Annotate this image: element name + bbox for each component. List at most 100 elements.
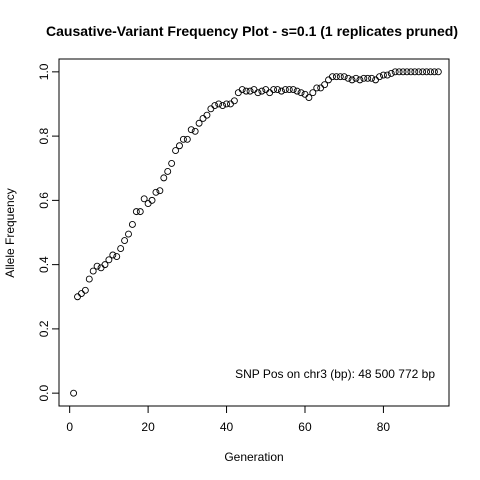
data-point [336, 73, 344, 81]
data-point [325, 76, 332, 84]
data-point [332, 73, 340, 81]
data-point [289, 86, 297, 93]
y-tick-label: 0.8 [37, 127, 51, 144]
data-point [148, 196, 156, 204]
data-point [230, 97, 238, 105]
data-point [254, 89, 262, 97]
data-point [364, 74, 372, 82]
data-point [70, 389, 78, 397]
y-tick-label: 0.6 [37, 192, 51, 209]
data-point [125, 230, 132, 238]
data-point [203, 111, 211, 119]
data-point [360, 74, 368, 82]
data-point [278, 87, 285, 95]
data-point [262, 86, 270, 93]
data-point [136, 208, 144, 216]
data-point [356, 76, 364, 84]
data-point [344, 74, 352, 82]
data-point [81, 286, 89, 294]
data-point [301, 90, 309, 98]
y-tick-label: 0.4 [37, 256, 51, 273]
y-axis-label: Allele Frequency [3, 188, 17, 277]
y-tick-label: 0.0 [37, 384, 51, 401]
data-point [430, 68, 438, 76]
data-point [179, 135, 187, 143]
x-tick-label: 40 [220, 420, 234, 434]
data-point [391, 68, 399, 76]
data-point [156, 187, 164, 195]
data-point [183, 135, 191, 143]
data-point [132, 208, 140, 216]
data-point [187, 126, 195, 134]
data-point [395, 68, 403, 76]
y-tick-label: 0.2 [37, 320, 51, 337]
data-point [242, 87, 250, 95]
data-point [121, 237, 129, 244]
data-point [317, 84, 325, 92]
data-point [313, 84, 321, 92]
x-tick-label: 0 [66, 420, 73, 434]
data-point [191, 127, 199, 135]
data-points [70, 68, 442, 397]
data-point [415, 68, 423, 76]
data-point [172, 147, 180, 155]
data-point [117, 245, 125, 253]
data-point [368, 74, 376, 82]
data-point [427, 68, 434, 76]
data-point [152, 188, 160, 196]
snp-position-annotation: SNP Pos on chr3 (bp): 48 500 772 bp [235, 367, 435, 381]
data-point [74, 293, 81, 301]
data-point [285, 86, 293, 93]
data-point [215, 100, 223, 108]
x-tick-label: 80 [377, 420, 391, 434]
data-point [328, 73, 336, 81]
data-point [207, 105, 215, 113]
data-point [160, 174, 168, 182]
data-point [387, 70, 395, 77]
data-point [293, 87, 301, 95]
data-point [211, 102, 219, 110]
data-point [379, 71, 387, 79]
data-point [234, 89, 242, 97]
data-point [97, 264, 105, 272]
data-point [281, 86, 289, 93]
data-point [434, 68, 442, 76]
data-point [77, 290, 85, 297]
x-axis: 0 20 40 60 80 [66, 405, 391, 434]
y-axis: 0.0 0.2 0.4 0.6 0.8 1.0 [37, 63, 60, 401]
data-point [321, 81, 329, 89]
data-point [219, 102, 227, 110]
data-point [411, 68, 419, 76]
data-point [144, 200, 152, 208]
data-point [258, 87, 266, 95]
data-point [199, 114, 207, 122]
x-tick-label: 20 [141, 420, 155, 434]
data-point [340, 73, 348, 81]
data-point [168, 159, 176, 167]
data-point [372, 76, 380, 84]
data-point [250, 86, 258, 93]
x-tick-label: 60 [298, 420, 312, 434]
data-point [227, 100, 234, 108]
data-point [85, 275, 93, 283]
x-axis-label: Generation [224, 450, 283, 464]
data-point [101, 261, 109, 269]
data-point [376, 73, 383, 81]
data-point [223, 100, 230, 108]
data-point [297, 89, 305, 97]
data-point [423, 68, 431, 76]
chart-title: Causative-Variant Frequency Plot - s=0.1… [46, 23, 458, 39]
data-point [419, 68, 427, 76]
data-point [399, 68, 407, 76]
data-point [164, 168, 172, 175]
data-point [105, 256, 113, 264]
data-point [176, 142, 183, 150]
data-point [305, 94, 313, 102]
data-point [93, 262, 101, 270]
data-point [266, 89, 274, 97]
plot-frame [58, 58, 450, 407]
y-tick-label: 1.0 [37, 63, 51, 80]
data-point [89, 267, 97, 275]
data-point [274, 86, 281, 93]
